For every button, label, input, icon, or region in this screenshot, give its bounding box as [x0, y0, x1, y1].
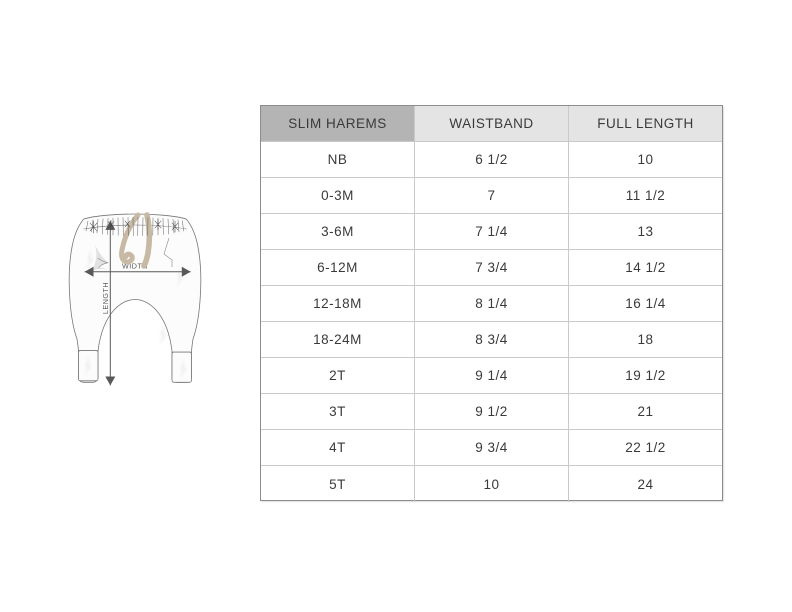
svg-text:LENGTH: LENGTH — [101, 282, 110, 314]
